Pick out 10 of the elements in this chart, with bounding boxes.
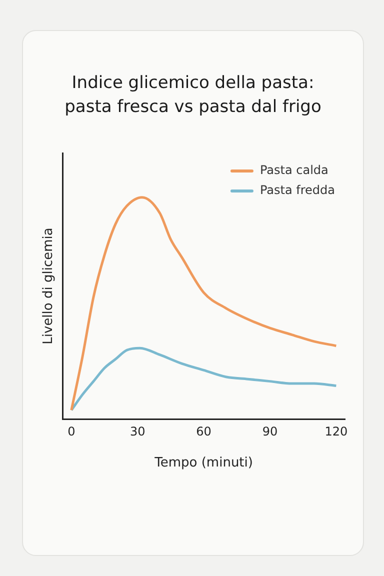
chart-title: Indice glicemico della pasta: pasta fresca vs pasta dal frigo: [64, 72, 322, 119]
y-axis-title: Livello di glicemia: [41, 228, 56, 344]
x-tick-label: 30: [130, 424, 146, 438]
legend-label: Pasta calda: [260, 163, 328, 178]
x-tick-label: 90: [262, 424, 278, 438]
x-tick-label: 120: [324, 424, 348, 438]
x-tick-label: 0: [68, 424, 76, 438]
x-axis-title: Tempo (minuti): [154, 456, 253, 471]
legend-label: Pasta fredda: [260, 183, 336, 198]
x-tick-label: 60: [196, 424, 212, 438]
